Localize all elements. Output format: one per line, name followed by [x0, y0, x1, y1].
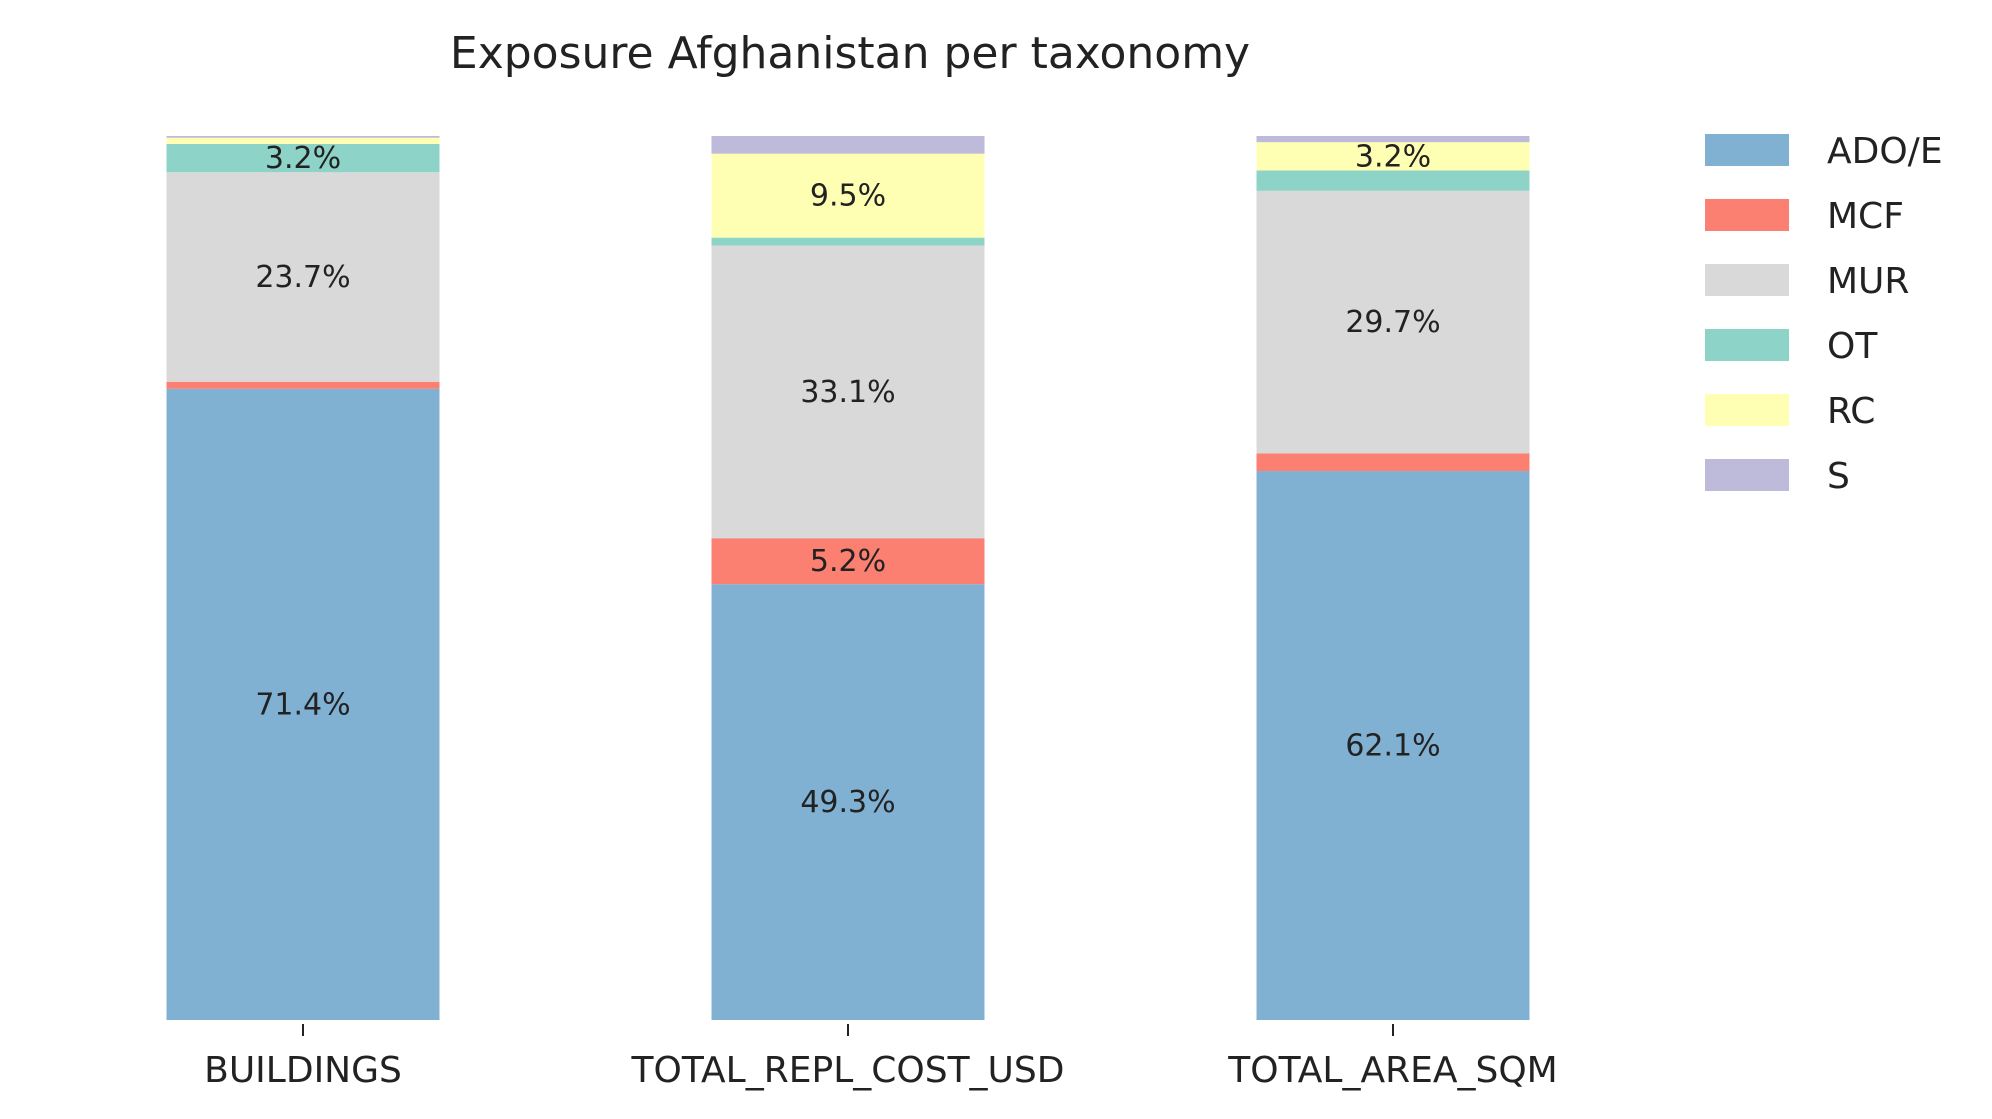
data-label-total-area-sqm-rc: 3.2%: [1355, 139, 1431, 174]
bar-segment-total-repl-cost-usd-ado-e: [711, 584, 985, 1020]
bar-segment-total-area-sqm-rc: [1256, 142, 1530, 171]
legend-label-mcf: MCF: [1827, 196, 1904, 237]
legend-label-rc: RC: [1827, 391, 1875, 432]
bar-segment-buildings-ado-e: [166, 388, 440, 1021]
x-tick-label-total-repl-cost-usd: TOTAL_REPL_COST_USD: [631, 1050, 1065, 1091]
data-label-total-area-sqm-ado-e: 62.1%: [1345, 729, 1440, 764]
bar-segment-total-area-sqm-mur: [1256, 190, 1530, 454]
bar-segment-total-repl-cost-usd-ot: [711, 237, 985, 246]
data-label-total-repl-cost-usd-ado-e: 49.3%: [800, 785, 895, 820]
x-tick-label-buildings: BUILDINGS: [204, 1050, 402, 1091]
legend-label-ot: OT: [1827, 326, 1878, 367]
bar-segment-buildings-rc: [166, 137, 440, 144]
bar-segment-total-area-sqm-ado-e: [1256, 471, 1530, 1020]
legend-label-ado-e: ADO/E: [1827, 131, 1943, 172]
bar-segment-buildings-mur: [166, 172, 440, 382]
bar-segment-total-area-sqm-mcf: [1256, 453, 1530, 472]
bar-segment-total-area-sqm-ot: [1256, 170, 1530, 191]
data-label-total-repl-cost-usd-mur: 33.1%: [800, 375, 895, 410]
x-axis: BUILDINGS TOTAL_REPL_COST_USD TOTAL_AREA_S…: [204, 1024, 1558, 1091]
bar-segment-total-repl-cost-usd-mur: [711, 245, 985, 539]
data-label-total-repl-cost-usd-mcf: 5.2%: [810, 544, 886, 579]
legend-label-s: S: [1827, 456, 1850, 497]
bar-segment-buildings-ot: [166, 143, 440, 173]
legend-swatch-ado-e: [1705, 134, 1789, 166]
chart-title: Exposure Afghanistan per taxonomy: [450, 28, 1250, 79]
bar-segment-total-area-sqm-s: [1256, 136, 1530, 143]
bar-segment-buildings-s: [166, 136, 440, 138]
data-label-total-area-sqm-mur: 29.7%: [1345, 305, 1440, 340]
legend-swatch-s: [1705, 459, 1789, 491]
data-label-buildings-ot: 3.2%: [265, 141, 341, 176]
legend-swatch-rc: [1705, 394, 1789, 426]
bar-segment-buildings-mcf: [166, 381, 440, 389]
legend-swatch-mur: [1705, 264, 1789, 296]
bar-segment-total-repl-cost-usd-rc: [711, 153, 985, 238]
legend-swatch-ot: [1705, 329, 1789, 361]
data-label-buildings-ado-e: 71.4%: [255, 687, 350, 722]
bars-group: 71.4% 23.7% 3.2% 49.3% 5.2% 33.1% 9.5% 62.1% 29.…: [166, 136, 1530, 1021]
data-label-total-repl-cost-usd-rc: 9.5%: [810, 179, 886, 214]
legend: ADO/E MCF MUR OT RC S: [1705, 131, 1943, 497]
legend-swatch-mcf: [1705, 199, 1789, 231]
bar-segment-total-repl-cost-usd-s: [711, 136, 985, 154]
x-tick-label-total-area-sqm: TOTAL_AREA_SQM: [1227, 1050, 1557, 1091]
legend-label-mur: MUR: [1827, 261, 1909, 302]
data-label-buildings-mur: 23.7%: [255, 260, 350, 295]
bar-segment-total-repl-cost-usd-mcf: [711, 538, 985, 585]
